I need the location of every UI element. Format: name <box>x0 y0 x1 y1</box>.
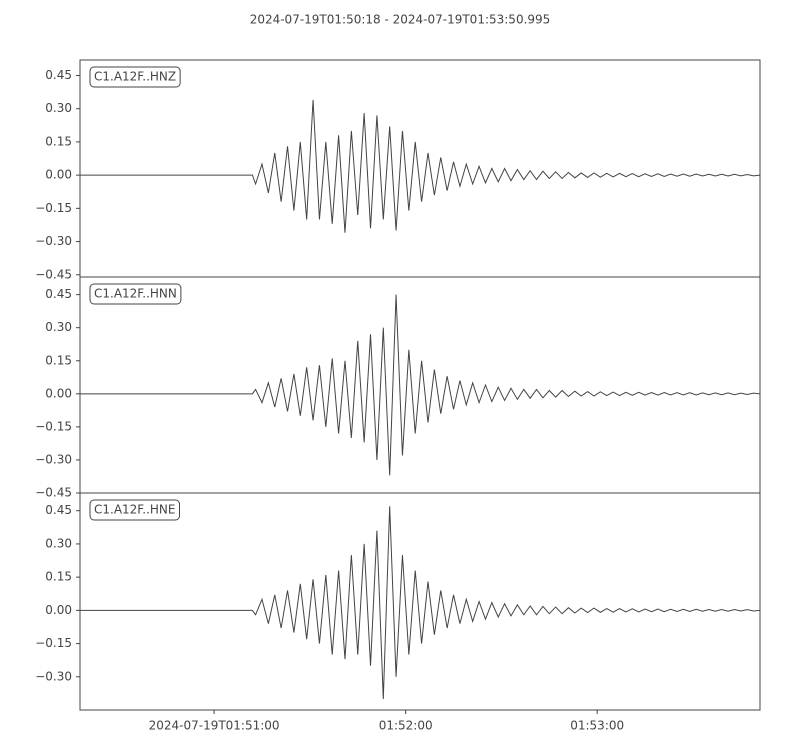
y-tick-label: −0.30 <box>35 234 72 248</box>
waveform <box>80 99 760 233</box>
y-tick-label: 0.45 <box>45 287 72 301</box>
y-tick-label: 0.45 <box>45 68 72 82</box>
trace-label: C1.A12F..HNZ <box>94 70 176 84</box>
y-tick-label: −0.15 <box>35 636 72 650</box>
y-tick-label: 0.30 <box>45 320 72 334</box>
trace-label: C1.A12F..HNN <box>94 287 177 301</box>
trace-label-box <box>89 283 182 305</box>
y-tick-label: 0.30 <box>45 536 72 550</box>
x-tick-label: 2024-07-19T01:51:00 <box>149 719 280 733</box>
panel-frame <box>79 492 761 711</box>
y-tick-label: 0.00 <box>45 386 72 400</box>
panel-frame <box>79 276 761 494</box>
y-tick-label: −0.45 <box>35 267 72 281</box>
y-tick-label: 0.15 <box>45 353 72 367</box>
trace-label-box <box>89 499 180 521</box>
y-tick-label: 0.45 <box>45 503 72 517</box>
y-tick-label: −0.15 <box>35 201 72 215</box>
y-tick-label: −0.30 <box>35 452 72 466</box>
x-tick-label: 01:53:00 <box>570 719 624 733</box>
y-tick-label: 0.00 <box>45 603 72 617</box>
trace-label-box <box>89 66 181 88</box>
trace-label: C1.A12F..HNE <box>94 503 176 517</box>
panel-frame <box>79 59 761 278</box>
y-tick-label: 0.15 <box>45 570 72 584</box>
x-tick-label: 01:52:00 <box>379 719 433 733</box>
waveform <box>80 506 760 699</box>
y-tick-label: 0.15 <box>45 134 72 148</box>
figure-title: 2024-07-19T01:50:18 - 2024-07-19T01:53:5… <box>250 13 551 27</box>
waveform <box>80 294 760 476</box>
y-tick-label: −0.15 <box>35 419 72 433</box>
y-tick-label: −0.30 <box>35 669 72 683</box>
y-tick-label: 0.30 <box>45 101 72 115</box>
y-tick-label: 0.00 <box>45 168 72 182</box>
y-tick-label: −0.45 <box>35 486 72 500</box>
